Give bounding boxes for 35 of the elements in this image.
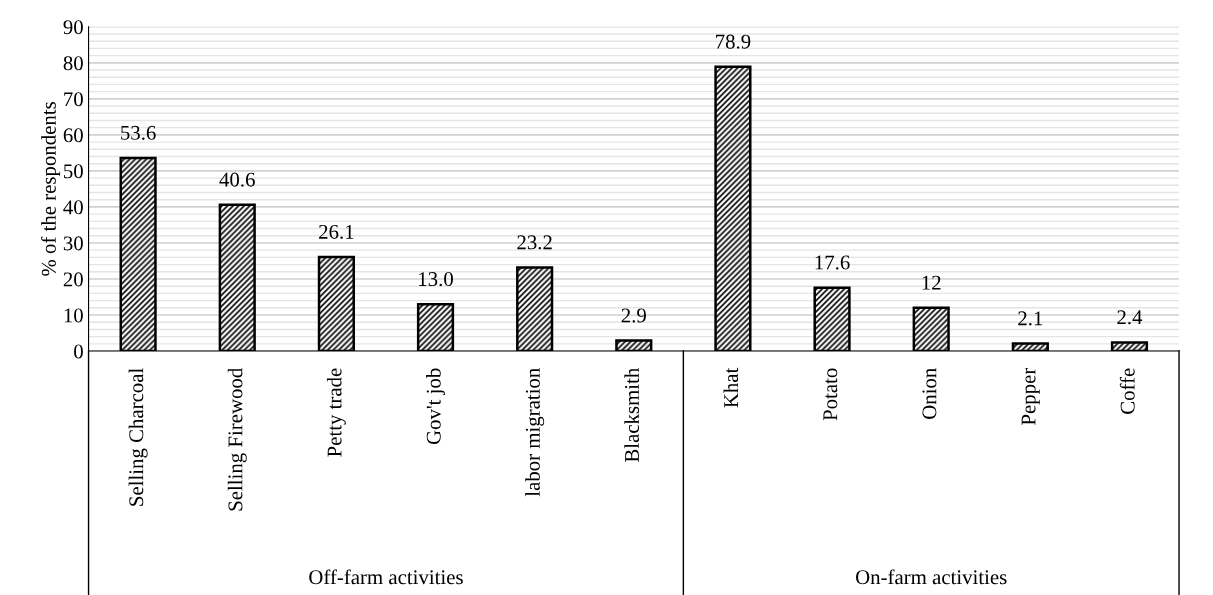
- y-tick-label: 20: [63, 272, 83, 287]
- y-tick-label: 30: [63, 236, 83, 251]
- x-tick-label: Khat: [723, 367, 739, 408]
- data-label: 2.4: [1117, 310, 1143, 325]
- data-label: 26.1: [319, 224, 354, 239]
- data-label: 2.9: [621, 308, 646, 323]
- data-label: 53.6: [121, 125, 156, 140]
- data-label: 13.0: [419, 272, 453, 287]
- x-tick-label: Gov't job: [426, 368, 445, 445]
- data-label: 78.9: [716, 34, 751, 49]
- text: On-farm activities: [855, 569, 1007, 585]
- data-label: 17.6: [815, 255, 850, 270]
- x-tick-label: Petty trade: [326, 368, 346, 457]
- data-label: 2.1: [1018, 311, 1043, 326]
- data-label: 40.6: [219, 172, 255, 187]
- x-tick-label: labor migration: [525, 368, 545, 497]
- text: Off-farm activities: [309, 569, 463, 585]
- y-tick-label: 70: [64, 92, 83, 107]
- data-label: 12: [922, 275, 941, 290]
- x-tick-label: Coffe: [1119, 368, 1135, 414]
- x-tick-label: Potato: [823, 368, 838, 421]
- y-tick-label: 60: [63, 128, 83, 143]
- x-tick-label: Selling Firewood: [227, 367, 247, 511]
- x-tick-label: Blacksmith: [624, 367, 640, 463]
- y-tick-label: 0: [74, 344, 83, 359]
- y-tick-label: 10: [64, 308, 83, 323]
- y-tick-label: 80: [63, 56, 83, 71]
- y-tick-label: 40: [63, 200, 83, 215]
- y-tick-label: 50: [64, 164, 83, 179]
- x-tick-label: Onion: [922, 368, 937, 419]
- data-label: 23.2: [517, 235, 552, 250]
- x-tick-label: Pepper: [1021, 367, 1040, 425]
- y-axis-title: % of the respondents: [40, 102, 61, 276]
- y-tick-label: 90: [63, 20, 83, 35]
- x-tick-label: Selling Charcoal: [128, 368, 148, 506]
